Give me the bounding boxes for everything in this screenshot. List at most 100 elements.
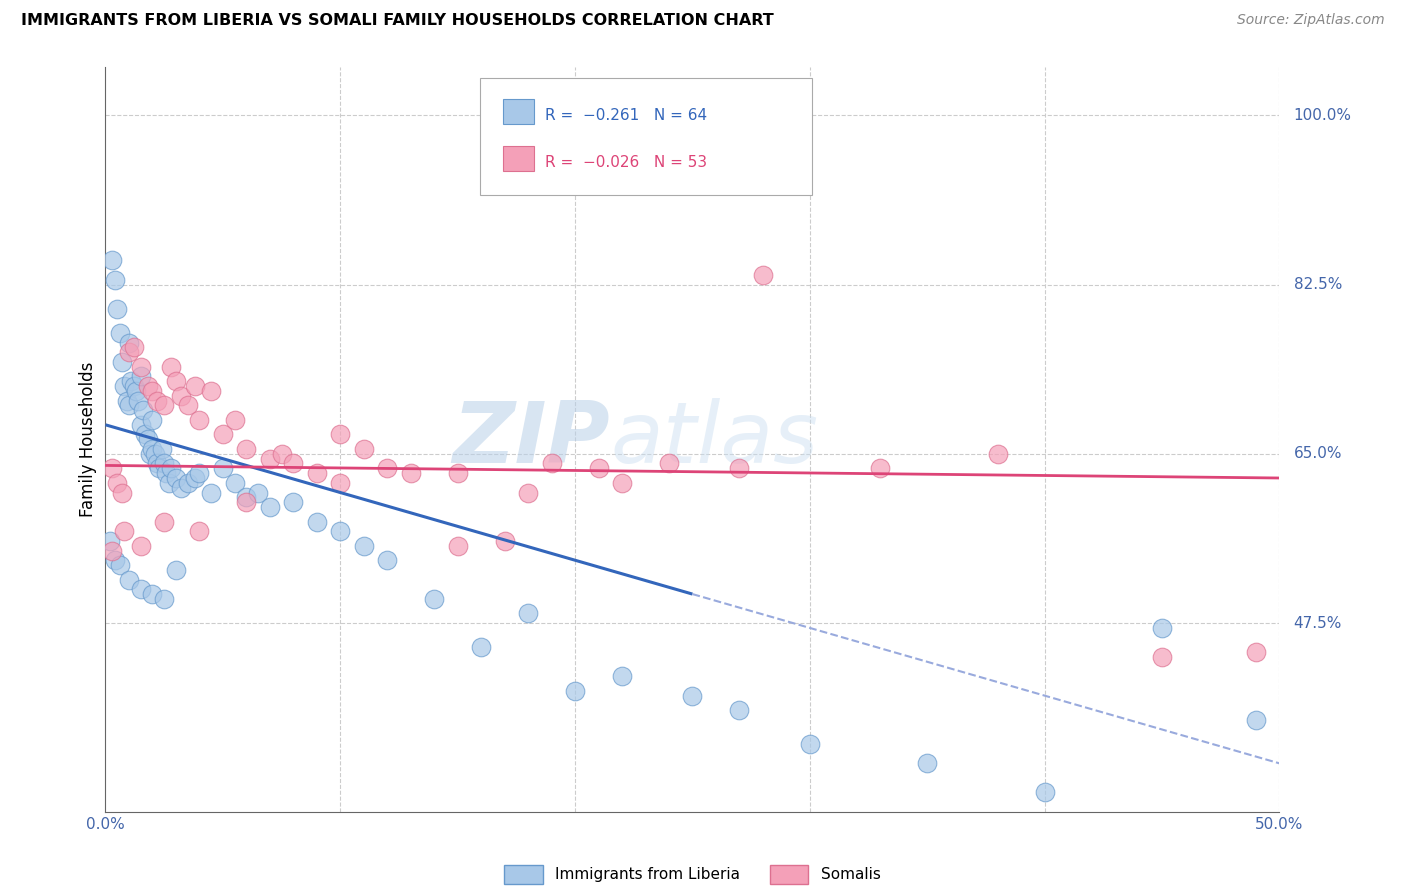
Point xyxy=(211,461,233,475)
Text: 65.0%: 65.0% xyxy=(1294,446,1343,461)
Point xyxy=(799,737,821,751)
Point xyxy=(165,563,187,577)
Text: R =  −0.261   N = 64: R = −0.261 N = 64 xyxy=(546,108,707,123)
Point xyxy=(235,495,257,509)
Point xyxy=(108,558,131,572)
Point xyxy=(108,326,131,340)
Point xyxy=(141,587,163,601)
Point xyxy=(987,447,1010,461)
Point xyxy=(305,466,328,480)
Point xyxy=(129,582,152,597)
Point xyxy=(235,491,257,505)
Point xyxy=(129,417,152,432)
Point xyxy=(153,399,176,413)
Text: ZIP: ZIP xyxy=(453,398,610,481)
Point xyxy=(148,461,170,475)
Point xyxy=(160,461,183,475)
Text: 47.5%: 47.5% xyxy=(1294,615,1341,631)
Text: IMMIGRANTS FROM LIBERIA VS SOMALI FAMILY HOUSEHOLDS CORRELATION CHART: IMMIGRANTS FROM LIBERIA VS SOMALI FAMILY… xyxy=(21,13,773,29)
Point xyxy=(188,413,211,427)
Point xyxy=(681,689,703,703)
Point xyxy=(127,393,149,408)
Point xyxy=(375,461,398,475)
Point xyxy=(259,451,281,466)
Point xyxy=(1150,621,1173,635)
Point xyxy=(176,475,198,490)
Text: 100.0%: 100.0% xyxy=(1294,108,1351,123)
Point xyxy=(105,301,128,316)
Point xyxy=(134,427,156,442)
Point xyxy=(141,384,163,398)
Point xyxy=(188,524,211,539)
Point xyxy=(157,475,180,490)
Point xyxy=(517,485,540,500)
Point xyxy=(610,669,633,683)
Point xyxy=(447,466,470,480)
Point xyxy=(1033,785,1056,799)
Point xyxy=(259,500,281,514)
Point xyxy=(101,461,124,475)
Text: Source: ZipAtlas.com: Source: ZipAtlas.com xyxy=(1237,13,1385,28)
Point xyxy=(165,374,187,388)
Point xyxy=(658,457,681,471)
Point xyxy=(353,539,375,553)
Point xyxy=(141,442,163,456)
Point xyxy=(423,591,446,606)
Point xyxy=(470,640,492,655)
Point xyxy=(517,607,540,621)
Point xyxy=(150,442,173,456)
Point xyxy=(329,475,352,490)
Point xyxy=(728,703,751,717)
Point xyxy=(447,539,470,553)
Point xyxy=(353,442,375,456)
Point xyxy=(1244,713,1267,727)
Point xyxy=(247,485,270,500)
Point xyxy=(153,591,176,606)
Point xyxy=(160,359,183,374)
Point xyxy=(112,379,135,393)
Legend: Immigrants from Liberia, Somalis: Immigrants from Liberia, Somalis xyxy=(498,859,887,889)
Point xyxy=(329,427,352,442)
Point xyxy=(153,457,176,471)
Point xyxy=(118,573,141,587)
Point xyxy=(200,384,222,398)
Point xyxy=(399,466,422,480)
Point xyxy=(224,475,246,490)
Point xyxy=(125,384,148,398)
Text: 82.5%: 82.5% xyxy=(1294,277,1341,292)
Text: R =  −0.026   N = 53: R = −0.026 N = 53 xyxy=(546,155,707,170)
Point xyxy=(494,533,516,548)
Point xyxy=(752,268,775,282)
Point xyxy=(136,432,159,446)
Point xyxy=(104,553,127,567)
Point xyxy=(146,393,169,408)
Point xyxy=(118,345,141,359)
Point xyxy=(564,683,586,698)
Y-axis label: Family Households: Family Households xyxy=(79,361,97,517)
Point xyxy=(132,403,155,417)
Point xyxy=(270,447,292,461)
Point xyxy=(329,524,352,539)
Point xyxy=(122,379,145,393)
Point xyxy=(129,359,152,374)
Point xyxy=(111,485,134,500)
Point xyxy=(1244,645,1267,659)
Point xyxy=(169,389,191,403)
Point xyxy=(101,543,124,558)
Point xyxy=(305,515,328,529)
Point xyxy=(112,524,135,539)
Point xyxy=(101,253,124,268)
Point xyxy=(235,442,257,456)
Point xyxy=(141,413,163,427)
Point xyxy=(283,457,305,471)
Point xyxy=(188,466,211,480)
Text: atlas: atlas xyxy=(610,398,818,481)
Point xyxy=(136,379,159,393)
Point xyxy=(165,471,187,485)
Point xyxy=(120,374,142,388)
Point xyxy=(129,369,152,384)
Point xyxy=(183,379,205,393)
Point xyxy=(143,447,166,461)
Point xyxy=(540,457,562,471)
Point xyxy=(375,553,398,567)
